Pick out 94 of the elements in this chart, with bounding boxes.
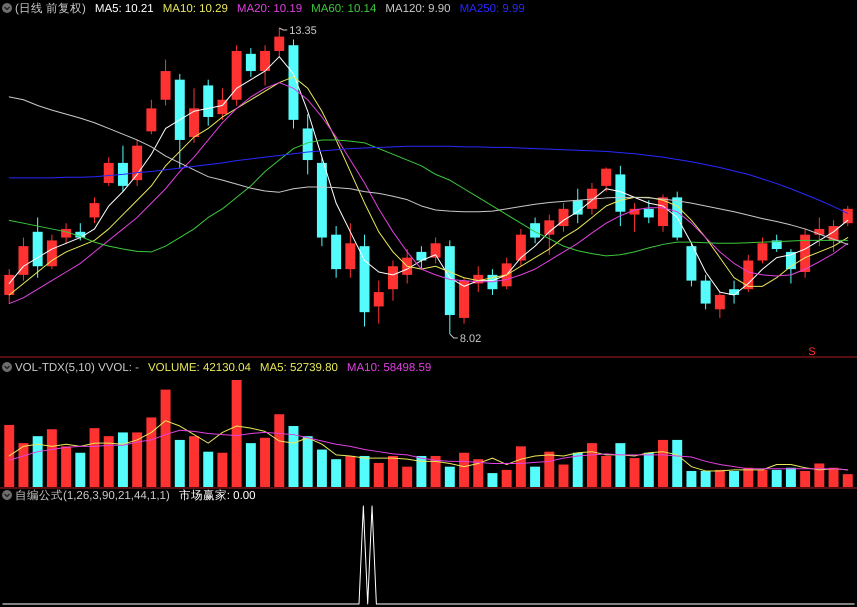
bar (758, 470, 768, 487)
bar (700, 470, 711, 487)
bar (274, 414, 284, 487)
text: MA10: 58498.59 (346, 362, 432, 374)
chart-title: 自编公式(1,26,3,90,21,44,1,1) (15, 488, 170, 502)
bar (601, 456, 612, 487)
bar (302, 436, 313, 487)
bar (430, 456, 441, 487)
bar (360, 456, 370, 487)
candlestick (544, 214, 554, 256)
bar (544, 452, 554, 487)
bar (118, 432, 128, 487)
bar (558, 464, 568, 487)
bar (331, 459, 342, 487)
bar (786, 468, 796, 487)
bar (132, 432, 142, 487)
bar (90, 428, 100, 487)
bar (772, 470, 782, 487)
bar (232, 380, 242, 487)
bar (516, 446, 526, 487)
bar (814, 463, 824, 487)
bar (189, 436, 199, 487)
candlestick (374, 280, 384, 324)
bar (714, 470, 725, 487)
candlestick (430, 237, 441, 264)
candlestick (260, 44, 270, 86)
bar (32, 436, 43, 487)
candlestick (274, 28, 284, 58)
bar (203, 452, 214, 487)
text: MA120: 9.90 (385, 3, 451, 15)
bar (630, 458, 640, 487)
bar (502, 470, 512, 487)
bar (246, 443, 256, 487)
bar (174, 440, 185, 487)
bar (800, 470, 810, 487)
bar (729, 470, 740, 487)
bar (160, 390, 171, 487)
bar (4, 424, 14, 487)
candlestick (104, 156, 114, 186)
candlestick (558, 202, 568, 232)
bar (459, 452, 470, 487)
text: MA5: 10.21 (94, 3, 154, 15)
chart-title: (日线 前复权) (15, 2, 86, 15)
text: S (808, 346, 816, 358)
bar (18, 443, 28, 487)
bar (487, 473, 498, 487)
candlestick (246, 48, 256, 78)
candlestick (644, 200, 654, 224)
candlestick (118, 145, 128, 192)
bar (615, 443, 626, 487)
bar (828, 468, 839, 487)
bar (658, 440, 668, 487)
bar (572, 452, 583, 487)
bar (260, 438, 270, 487)
text: MA250: 9.99 (460, 3, 525, 15)
bar (672, 440, 682, 487)
chart-title: VOL-TDX(5,10) VVOL: - (15, 362, 140, 374)
text: MA5: 52739.80 (260, 362, 338, 374)
candlestick (601, 167, 612, 192)
bar (217, 452, 228, 487)
text: MA20: 10.19 (236, 3, 302, 15)
bar (104, 436, 114, 487)
bar (402, 466, 412, 487)
bar (374, 462, 384, 487)
text: 市场赢家: 0.00 (178, 488, 256, 502)
bar (686, 470, 696, 487)
bar (530, 466, 540, 487)
bar (75, 452, 86, 487)
annotation: 8.02 (460, 333, 482, 345)
bar (444, 466, 455, 487)
candlestick (146, 99, 156, 135)
text: VOLUME: 42130.04 (148, 362, 252, 374)
bar (473, 459, 484, 487)
bar (644, 452, 654, 487)
bar (842, 474, 853, 487)
candlestick (758, 237, 768, 264)
candlestick (388, 260, 398, 302)
bar (46, 429, 57, 487)
annotation: 13.35 (289, 25, 317, 37)
candlestick (714, 292, 725, 318)
bar (146, 417, 156, 487)
candlestick (416, 246, 426, 270)
bar (288, 426, 298, 487)
bar (316, 450, 327, 487)
candlestick (90, 196, 100, 224)
bar (416, 456, 426, 487)
bar (388, 456, 398, 487)
candlestick (530, 216, 540, 244)
bar (345, 456, 356, 487)
text: MA60: 10.14 (311, 3, 377, 15)
candlestick (700, 274, 711, 310)
bar (586, 443, 597, 487)
bar (61, 446, 72, 487)
text: MA10: 10.29 (162, 3, 228, 15)
